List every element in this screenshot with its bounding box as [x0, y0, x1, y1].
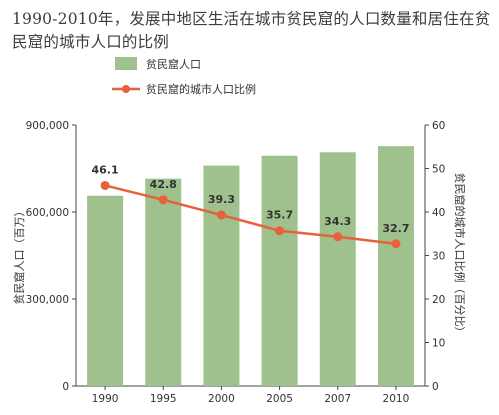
line-point-1995 — [158, 195, 168, 205]
bar-2007 — [319, 152, 356, 386]
bar-1990 — [87, 195, 124, 386]
line-point-1990 — [100, 180, 110, 190]
left-tick-label: 900,000 — [26, 120, 69, 132]
right-tick-label: 40 — [432, 207, 445, 219]
bar-2005 — [261, 155, 298, 386]
right-axis-title: 贫民窟的城市人口比例（百分比） — [453, 173, 467, 338]
data-label-2000: 39.3 — [208, 193, 235, 206]
left-tick-label: 0 — [62, 381, 69, 393]
data-label-1995: 42.8 — [150, 178, 177, 191]
data-label-1990: 46.1 — [92, 163, 119, 176]
legend-label-bars: 贫民窟人口 — [146, 57, 201, 71]
left-tick-label: 300,000 — [26, 294, 69, 306]
bar-1995 — [145, 178, 182, 386]
right-tick-label: 20 — [432, 294, 445, 306]
legend-swatch-bars — [115, 57, 137, 70]
bar-series — [87, 146, 414, 386]
line-point-2007 — [333, 232, 343, 242]
x-tick-label: 2000 — [208, 393, 235, 405]
x-tick-label: 1995 — [150, 393, 177, 405]
right-tick-label: 50 — [432, 164, 445, 176]
line-point-2005 — [275, 226, 285, 236]
data-label-2010: 32.7 — [382, 222, 409, 235]
right-tick-label: 0 — [432, 381, 439, 393]
right-tick-label: 30 — [432, 251, 445, 263]
legend-marker-line — [122, 85, 130, 93]
line-point-2000 — [216, 210, 226, 220]
x-tick-label: 2005 — [266, 393, 293, 405]
x-tick-label: 2007 — [324, 393, 351, 405]
line-series: 46.1 42.8 39.3 35.7 34.3 32.7 — [92, 163, 409, 249]
right-tick-label: 60 — [432, 120, 445, 132]
x-tick-label: 1990 — [92, 393, 119, 405]
data-label-2007: 34.3 — [324, 215, 351, 228]
line-point-2010 — [391, 239, 401, 249]
axis-ticks: 0 300,000 600,000 900,000 0 10 20 30 40 50 60 1990 1… — [26, 120, 446, 405]
left-axis-title: 贫民窟人口（百万） — [12, 206, 26, 305]
legend-label-line: 贫民窟的城市人口比例 — [146, 82, 256, 96]
data-label-2005: 35.7 — [266, 209, 293, 222]
right-tick-label: 10 — [432, 338, 445, 350]
left-tick-label: 600,000 — [26, 207, 69, 219]
bar-2000 — [203, 165, 240, 386]
chart-title: 1990-2010年，发展中地区生活在城市贫民窟的人口数量和居住在贫民窟的城市人… — [12, 10, 491, 51]
bar-2010 — [377, 146, 414, 386]
x-tick-label: 2010 — [383, 393, 410, 405]
legend: 贫民窟人口 贫民窟的城市人口比例 — [112, 57, 256, 96]
line-path — [104, 184, 397, 245]
